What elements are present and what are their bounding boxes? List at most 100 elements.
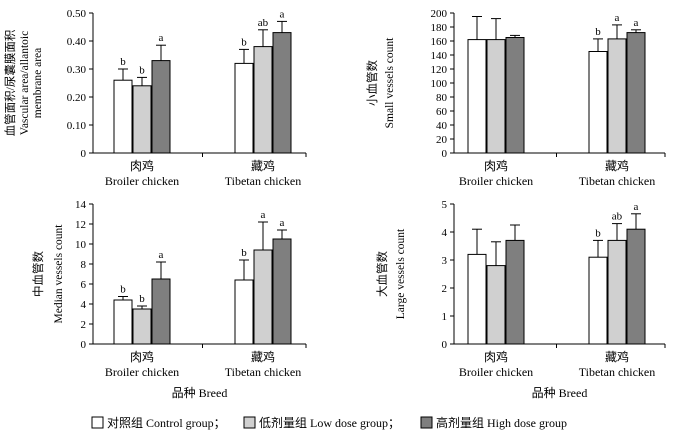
significance-label: b <box>139 64 145 76</box>
category-label-zh: 肉鸡 <box>130 158 154 173</box>
panel-median: 0 2 4 6 8 10 12 14 中血管数 Median vessels count 肉鸡Bro… <box>31 199 307 400</box>
y-tick-label: 10 <box>75 239 87 251</box>
y-tick-label: 100 <box>431 78 448 90</box>
bar <box>272 238 292 345</box>
y-tick-label: 5 <box>442 199 448 211</box>
bar <box>486 265 506 345</box>
y-tick-label: 4 <box>442 227 448 239</box>
bar <box>486 39 506 154</box>
significance-label: a <box>159 32 164 44</box>
y-tick-label: 0 <box>442 148 448 160</box>
bar <box>607 38 627 154</box>
category-label-en: Tibetan chicken <box>579 365 656 379</box>
y-tick-label: 180 <box>431 22 448 34</box>
y-tick-label: 0.40 <box>67 36 87 48</box>
bar <box>253 46 273 154</box>
bar <box>132 85 152 154</box>
significance-label: b <box>139 293 145 305</box>
category-label-en: Broiler chicken <box>105 174 179 188</box>
bar <box>626 32 646 154</box>
y-tick-label: 40 <box>436 120 448 132</box>
y-axis-label: 小血管数 <box>365 60 379 106</box>
y-tick-label: 0.20 <box>67 92 87 104</box>
significance-label: a <box>634 201 639 213</box>
legend-swatch <box>420 416 433 429</box>
y-tick-label: 120 <box>431 64 448 76</box>
y-tick-label: 6 <box>81 279 87 291</box>
significance-label: a <box>280 217 285 229</box>
y-tick-label: 2 <box>81 319 87 331</box>
y-tick-label: 140 <box>431 50 448 62</box>
category-label-en: Broiler chicken <box>105 365 179 379</box>
significance-label: b <box>595 227 601 239</box>
legend-label: 高剂量组 High dose group <box>436 415 567 430</box>
bar <box>272 32 292 154</box>
category-label-en: Tibetan chicken <box>225 365 302 379</box>
y-axis-label: membrane area <box>32 48 44 119</box>
bar <box>132 308 152 345</box>
significance-label: a <box>159 249 164 261</box>
significance-label: a <box>634 17 639 29</box>
significance-label: a <box>615 12 620 24</box>
significance-label: b <box>120 284 126 296</box>
y-tick-label: 60 <box>436 106 448 118</box>
category-label-en: Broiler chicken <box>459 174 533 188</box>
y-axis-label: Small vessels count <box>384 37 396 129</box>
legend-label: 对照组 Control group； <box>107 416 226 430</box>
category-label-en: Broiler chicken <box>459 365 533 379</box>
significance-label: ab <box>258 17 269 29</box>
bar <box>626 228 646 345</box>
bar <box>467 39 487 154</box>
significance-label: b <box>120 56 126 68</box>
category-label-zh: 藏鸡 <box>605 349 629 364</box>
bar <box>588 51 608 154</box>
y-tick-label: 1 <box>442 311 448 323</box>
y-tick-label: 80 <box>436 92 448 104</box>
bar <box>113 79 133 154</box>
category-label-zh: 肉鸡 <box>130 349 154 364</box>
significance-label: b <box>241 247 247 259</box>
category-label-en: Tibetan chicken <box>579 174 656 188</box>
y-tick-label: 2 <box>442 283 448 295</box>
bar <box>253 249 273 345</box>
bar <box>151 60 171 154</box>
category-label-zh: 藏鸡 <box>605 158 629 173</box>
category-label-zh: 肉鸡 <box>484 158 508 173</box>
y-tick-label: 0 <box>442 339 448 351</box>
bar <box>505 37 525 154</box>
significance-label: a <box>280 8 285 20</box>
bar <box>234 62 254 154</box>
y-tick-label: 20 <box>436 134 448 146</box>
bar <box>234 279 254 345</box>
category-label-en: Tibetan chicken <box>225 174 302 188</box>
bar <box>607 239 627 345</box>
y-axis-label: 血管面积/尿囊膜面积 <box>3 29 17 136</box>
legend-swatch <box>91 416 104 429</box>
bar <box>505 239 525 345</box>
y-axis-label: 大血管数 <box>375 251 389 297</box>
category-label-zh: 肉鸡 <box>484 349 508 364</box>
panel-small: 0 20 40 60 80 100 120 140 160 180 200 小血管数 Small ves… <box>365 8 666 188</box>
legend: 对照组 Control group； 低剂量组 Low dose group； 高剂… <box>91 415 567 430</box>
y-tick-label: 0.50 <box>67 8 87 20</box>
y-tick-label: 0 <box>81 148 87 160</box>
y-tick-label: 4 <box>81 299 87 311</box>
x-axis-title: 品种 Breed <box>532 386 588 400</box>
bar <box>151 278 171 345</box>
category-label-zh: 藏鸡 <box>251 349 275 364</box>
y-tick-label: 3 <box>442 255 448 267</box>
significance-label: a <box>261 209 266 221</box>
y-axis-label: Large vessels count <box>395 228 407 319</box>
y-tick-label: 0 <box>81 339 87 351</box>
y-tick-label: 0.10 <box>67 120 87 132</box>
significance-label: b <box>241 36 247 48</box>
legend-swatch <box>243 416 256 429</box>
y-tick-label: 200 <box>431 8 448 20</box>
significance-label: ab <box>612 211 623 223</box>
bar <box>467 253 487 345</box>
x-axis-title: 品种 Breed <box>172 386 228 400</box>
y-tick-label: 160 <box>431 36 448 48</box>
category-label-zh: 藏鸡 <box>251 158 275 173</box>
